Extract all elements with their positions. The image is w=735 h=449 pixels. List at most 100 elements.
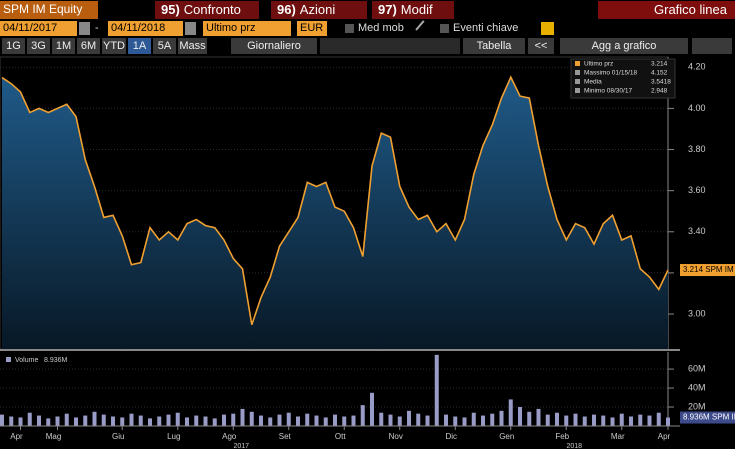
bar [148,418,152,426]
settings-button[interactable] [692,38,732,54]
x-tick-label: Nov [389,432,403,441]
menu-key: 96) [277,2,296,17]
legend-value: 2.948 [651,88,668,95]
bar [83,415,88,426]
menu-key: 95) [161,2,180,17]
bar [212,418,217,426]
checkbox[interactable] [440,24,449,33]
calendar-icon[interactable] [79,22,90,35]
y-tick-label: 40M [688,382,706,392]
y-tick-label: 3.40 [688,226,706,236]
x-tick-label: Gen [499,432,514,441]
calendar-icon[interactable] [185,22,196,35]
bar [18,417,23,426]
bar [64,413,69,426]
currency-select[interactable]: EUR [297,21,327,36]
bar [55,416,60,426]
bar [666,417,670,426]
bar [333,414,337,426]
legend-swatch [575,88,580,93]
screen-title: Grafico linea [598,1,735,19]
x-tick-label: Set [279,432,292,441]
period-button[interactable]: 5A [153,38,176,54]
x-tick-label: Ott [335,432,346,441]
table-button[interactable]: Tabella [463,38,525,54]
bar [268,417,273,426]
period-button[interactable]: YTD [102,38,126,54]
y-tick-label: 4.00 [688,103,706,113]
bar [434,354,439,426]
bar [508,399,513,426]
bar [582,416,587,426]
top-bar: SPM IM Equity 95) Confronto 96) Azioni 97)… [0,0,735,56]
x-tick-label: Apr [10,432,23,441]
collapse-button[interactable]: << [528,38,554,54]
legend-swatch [6,357,11,362]
legend-box [570,58,676,99]
legend-value: 3.214 [651,61,668,68]
bar [157,416,162,426]
y-tick-label: 60M [688,363,706,373]
bar [370,392,374,426]
period-button[interactable]: 3G [27,38,50,54]
menu-key: 97) [378,2,397,17]
period-button[interactable]: 6M [77,38,100,54]
x-tick-label: Mar [611,432,625,441]
x-tick-label: Apr [658,432,671,441]
checkbox[interactable] [345,24,354,33]
menu-item[interactable]: 95) Confronto [155,1,259,19]
menu-item[interactable]: 97) Modif [372,1,454,19]
bar [527,411,532,426]
area [2,77,668,349]
legend-name: Media [584,79,602,86]
bar [592,414,596,426]
bar [490,413,495,426]
bar [111,416,115,426]
legend-value: 8.936M [44,357,68,364]
bar [536,408,541,426]
bar [379,412,384,426]
last-value-label: 8.936M SPM IM [683,413,735,422]
bar [407,410,411,426]
bar [240,408,245,426]
line [1,75,669,325]
end-date[interactable]: 04/11/2018 [108,21,183,36]
last-value-label: 3.214 SPM IM [683,265,734,274]
x-year-label: 2017 [233,443,249,449]
bar [471,412,476,426]
bar [555,412,559,426]
legend-value: 4.152 [651,70,668,77]
bar [397,416,402,426]
menu-label: Azioni [299,2,336,17]
bar [222,414,226,426]
legend-value: 3.5418 [651,79,671,86]
bar [101,414,106,426]
separator: - [95,22,99,34]
bar [351,415,356,426]
field-select[interactable]: Ultimo prz [203,21,291,36]
frequency-select[interactable]: Giornaliero [231,38,317,54]
ticker[interactable]: SPM IM Equity [0,1,98,19]
bar [518,407,522,426]
start-date[interactable]: 04/11/2017 [0,21,77,36]
chart-tools[interactable] [320,38,460,54]
bar [46,418,51,426]
bar [296,416,300,426]
period-button[interactable]: 1M [52,38,75,54]
add-button[interactable]: Agg a grafico [560,38,688,54]
bar [647,415,652,426]
x-tick-label: Giu [112,432,124,441]
period-button[interactable]: Mass [178,38,207,54]
menu-item[interactable]: 96) Azioni [271,1,367,19]
bar [37,415,41,426]
y-tick-label: 3.00 [688,308,706,318]
bar [286,412,291,426]
bar [629,416,633,426]
period-button[interactable]: 1G [2,38,25,54]
bar [601,415,606,426]
legend-name: Ultimo prz [584,61,613,68]
period-button[interactable]: 1A [128,38,151,54]
bar [277,414,282,426]
pencil-icon[interactable] [415,20,431,36]
info-icon[interactable] [541,22,554,35]
